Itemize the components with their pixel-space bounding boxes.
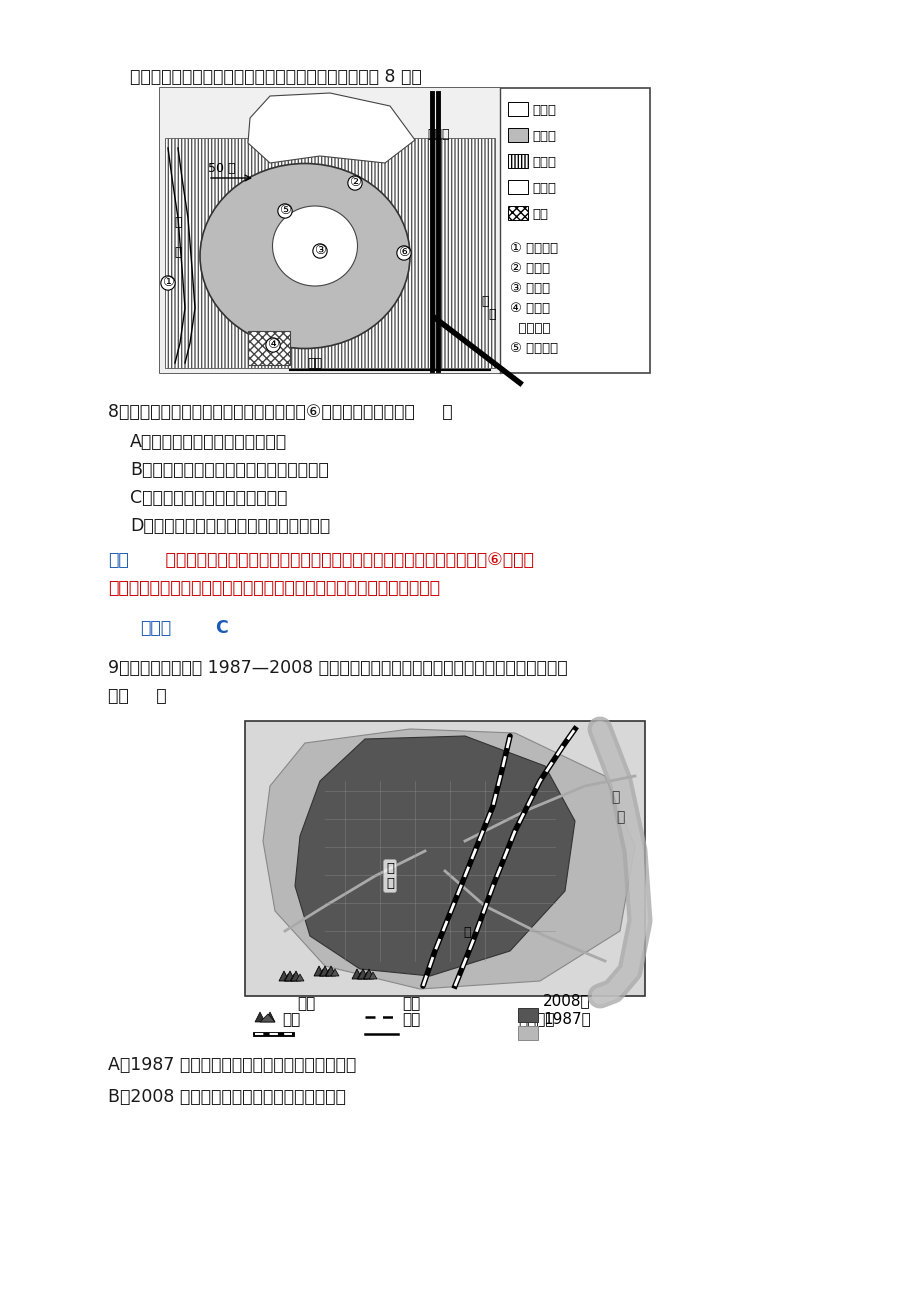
- Polygon shape: [331, 969, 338, 976]
- Text: ⑤ 客运总站: ⑤ 客运总站: [509, 342, 558, 355]
- Text: 9．下图为杭州城区 1987—2008 年城市空间格局变化示意图，据图判断下列叙述正确的: 9．下图为杭州城区 1987—2008 年城市空间格局变化示意图，据图判断下列叙…: [108, 659, 567, 677]
- Polygon shape: [263, 729, 634, 990]
- Text: 城市形态: 城市形态: [517, 1012, 554, 1027]
- Text: ② 采石厂: ② 采石厂: [509, 262, 550, 275]
- Text: 塘: 塘: [610, 790, 618, 805]
- Polygon shape: [248, 331, 289, 365]
- Text: 答案：: 答案：: [140, 618, 171, 637]
- Text: 是（     ）: 是（ ）: [108, 687, 166, 704]
- Text: ①: ①: [162, 276, 174, 289]
- Text: 流: 流: [174, 246, 182, 259]
- Polygon shape: [255, 1012, 265, 1022]
- Text: ②: ②: [348, 177, 360, 190]
- Polygon shape: [325, 966, 335, 976]
- Text: 运河: 运河: [402, 1012, 420, 1027]
- Text: 1987年: 1987年: [542, 1010, 590, 1026]
- Bar: [507, 154, 528, 168]
- Bar: [160, 89, 650, 372]
- Text: 公路: 公路: [402, 996, 420, 1010]
- Text: A．1987 年前，城市空间形态主要沿钱塘江发展: A．1987 年前，城市空间形态主要沿钱塘江发展: [108, 1056, 356, 1074]
- Bar: [507, 180, 528, 194]
- Text: 8．该城市计划将长途汽车客运总站搬迁至⑥地，其主要原因是（     ）: 8．该城市计划将长途汽车客运总站搬迁至⑥地，其主要原因是（ ）: [108, 404, 452, 421]
- Polygon shape: [369, 973, 377, 979]
- Text: ⑤: ⑤: [278, 204, 290, 217]
- Bar: [507, 128, 528, 142]
- Bar: [517, 1008, 538, 1022]
- Text: 河: 河: [174, 216, 182, 229]
- Polygon shape: [265, 1012, 275, 1022]
- Text: 山脉: 山脉: [282, 1012, 300, 1027]
- Text: 公路: 公路: [307, 357, 323, 370]
- Text: C: C: [215, 618, 228, 637]
- Polygon shape: [248, 92, 414, 163]
- Text: 江: 江: [615, 810, 623, 824]
- Text: 2008年: 2008年: [542, 993, 590, 1008]
- Text: 火车站，既减轻市中心交通压力又方便顾客转乘，而不是方便货物集散。: 火车站，既减轻市中心交通压力又方便顾客转乘，而不是方便货物集散。: [108, 579, 439, 598]
- Polygon shape: [290, 971, 301, 980]
- Polygon shape: [324, 969, 333, 976]
- Polygon shape: [357, 969, 368, 979]
- Ellipse shape: [272, 206, 357, 286]
- Text: ④: ④: [267, 339, 278, 352]
- Text: ③ 服装厂: ③ 服装厂: [509, 283, 550, 296]
- Text: 50 米: 50 米: [208, 161, 235, 174]
- Text: C．缓解城市中心区交通运输压力: C．缓解城市中心区交通运输压力: [130, 490, 287, 506]
- Text: 住宅区: 住宅区: [531, 129, 555, 142]
- Text: B．2008 年后，城市空间形态主要沿西湖发展: B．2008 年后，城市空间形态主要沿西湖发展: [108, 1088, 346, 1105]
- Text: 西
湖: 西 湖: [386, 862, 393, 891]
- Bar: [244, 721, 644, 996]
- Text: 商业区: 商业区: [531, 103, 555, 116]
- Polygon shape: [278, 971, 289, 980]
- Polygon shape: [352, 969, 361, 979]
- Polygon shape: [285, 971, 295, 980]
- Polygon shape: [260, 1014, 275, 1022]
- Text: 公: 公: [481, 296, 488, 309]
- Text: 解析: 解析: [108, 551, 129, 569]
- Text: 下图是太湖平原某城市空间结构示意图。读图，完成第 8 题。: 下图是太湖平原某城市空间结构示意图。读图，完成第 8 题。: [130, 68, 421, 86]
- Bar: [517, 1026, 538, 1040]
- Bar: [507, 102, 528, 116]
- Bar: [165, 138, 494, 368]
- Text: B．加强铁路与公路的联运，方便货物集散: B．加强铁路与公路的联运，方便货物集散: [130, 461, 328, 479]
- Text: 工业区: 工业区: [531, 155, 555, 168]
- Text: 钱: 钱: [463, 926, 471, 939]
- Text: ① 小制造厂: ① 小制造厂: [509, 242, 558, 255]
- Polygon shape: [313, 966, 323, 976]
- Polygon shape: [284, 974, 291, 980]
- Text: A．减轻当地环境污染和生态破坏: A．减轻当地环境污染和生态破坏: [130, 434, 287, 450]
- Polygon shape: [295, 736, 574, 976]
- Polygon shape: [289, 974, 298, 980]
- Polygon shape: [320, 966, 330, 976]
- Text: 港区: 港区: [531, 207, 548, 220]
- Bar: [507, 206, 528, 220]
- Text: D．城市边缘地租低，大幅度降低运营成本: D．城市边缘地租低，大幅度降低运营成本: [130, 517, 330, 535]
- Polygon shape: [364, 969, 374, 979]
- Text: ④ 钢铁厂: ④ 钢铁厂: [509, 302, 550, 315]
- Text: ③: ③: [313, 245, 325, 258]
- Polygon shape: [296, 974, 303, 980]
- Bar: [160, 89, 499, 372]
- Ellipse shape: [199, 164, 410, 349]
- Text: 路: 路: [488, 309, 495, 322]
- Text: 铁路: 铁路: [297, 996, 315, 1010]
- Polygon shape: [319, 969, 326, 976]
- Polygon shape: [357, 973, 365, 979]
- Text: 长途汽车客运总站布局在市中心，势必会增加市中心交通压力，搬迁至⑥地靠近: 长途汽车客运总站布局在市中心，势必会增加市中心交通压力，搬迁至⑥地靠近: [160, 551, 533, 569]
- Text: 长途汽车: 长途汽车: [509, 322, 550, 335]
- Text: 火车站: 火车站: [426, 128, 449, 141]
- Polygon shape: [363, 973, 370, 979]
- Text: 风景区: 风景区: [531, 181, 555, 194]
- Text: ⑥: ⑥: [398, 246, 410, 259]
